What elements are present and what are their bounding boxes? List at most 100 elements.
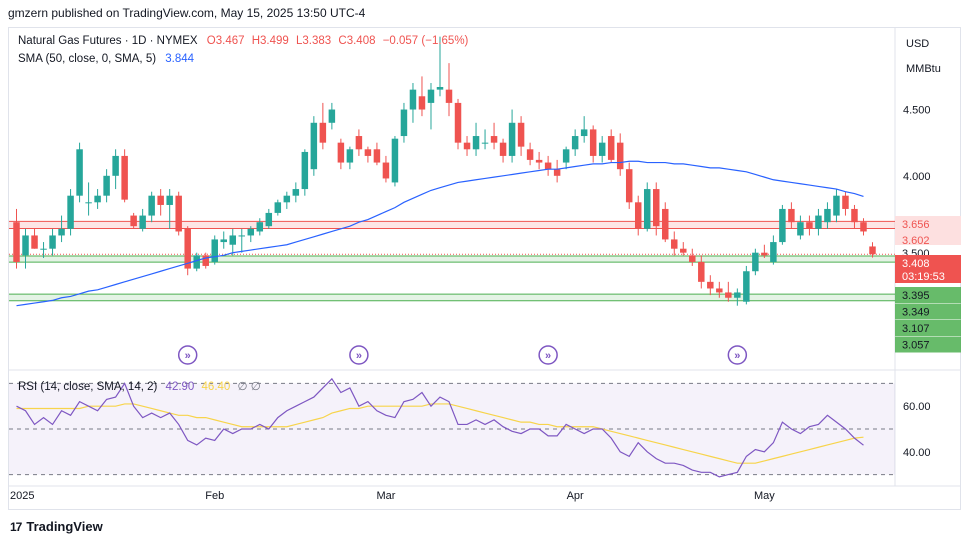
candle-body xyxy=(671,239,678,249)
bar-countdown-label: 03:19:53 xyxy=(902,271,945,283)
price-tick-label: 4.000 xyxy=(903,171,931,183)
resistance-price-tag xyxy=(895,232,961,248)
sma-label[interactable]: SMA (50, close, 0, SMA, 5) xyxy=(18,53,157,65)
support-price-tag-label: 3.349 xyxy=(902,307,930,319)
resistance-price-tag xyxy=(895,216,961,232)
candle-body xyxy=(220,239,227,243)
resistance-price-tag-label: 3.602 xyxy=(902,235,930,247)
candle-body xyxy=(490,136,498,143)
time-axis-label: May xyxy=(754,490,775,502)
support-zone xyxy=(9,294,895,301)
candle-body xyxy=(31,235,38,249)
candle-body xyxy=(319,122,327,143)
candle-body xyxy=(121,155,128,200)
candle-body xyxy=(436,86,444,90)
sma-legend: SMA (50, close, 0, SMA, 5) 3.844 xyxy=(18,53,194,65)
candle-body xyxy=(166,195,173,205)
support-zone xyxy=(9,255,895,263)
candle-body xyxy=(743,271,750,302)
candle-body xyxy=(761,252,768,256)
symbol-label[interactable]: Natural Gas Futures · 1D · NYMEX xyxy=(18,35,198,47)
candle-body xyxy=(328,109,336,123)
time-axis-label: 2025 xyxy=(10,490,34,502)
candle-body xyxy=(85,202,92,204)
candle-body xyxy=(139,215,146,229)
rsi-value: 42.90 xyxy=(165,381,195,393)
candle-body xyxy=(508,122,516,156)
support-price-tag xyxy=(895,336,961,353)
tradingview-logo[interactable]: 17 TradingView xyxy=(10,519,103,534)
candle-body xyxy=(851,208,858,223)
candle-body xyxy=(860,222,867,232)
candle-body xyxy=(725,292,732,298)
rsi-tick-label: 40.00 xyxy=(903,447,931,459)
candle-body xyxy=(337,142,345,163)
rsi-label[interactable]: RSI (14, close, SMA, 14, 2) xyxy=(18,381,158,393)
support-price-tag-label: 3.057 xyxy=(902,340,930,352)
candle-body xyxy=(526,149,534,160)
ohlc-close: C3.408 xyxy=(338,35,376,47)
ohlc-high: H3.499 xyxy=(251,35,289,47)
support-price-tag-label: 3.107 xyxy=(902,323,930,335)
candle-body xyxy=(616,142,624,170)
currency-label[interactable]: USD xyxy=(906,38,930,50)
sma-value: 3.844 xyxy=(165,53,195,65)
candle-body xyxy=(22,235,29,256)
candle-body xyxy=(445,89,453,103)
candle-body xyxy=(94,195,101,203)
candle-body xyxy=(13,222,20,262)
support-price-tag-label: 3.395 xyxy=(902,290,930,302)
candle-body xyxy=(391,138,399,183)
candle-body xyxy=(175,195,182,232)
candle-body xyxy=(698,261,705,282)
candle-body xyxy=(112,155,119,176)
candle-body xyxy=(454,102,462,143)
candle-body xyxy=(815,215,822,229)
tradingview-mark-icon: 17 xyxy=(10,519,22,534)
candle-body xyxy=(76,149,83,196)
candle-body xyxy=(382,162,390,179)
candle-body xyxy=(373,149,381,163)
candle-body xyxy=(643,189,651,229)
candle-body xyxy=(202,255,209,266)
resistance-price-tag-label: 3.656 xyxy=(902,219,930,231)
candle-body xyxy=(797,222,804,236)
candle-body xyxy=(842,195,849,209)
candle-body xyxy=(580,129,588,137)
rsi-legend: RSI (14, close, SMA, 14, 2) 42.90 46.40 … xyxy=(18,379,261,393)
publish-line: gmzern published on TradingView.com, May… xyxy=(8,6,366,20)
rsi-line xyxy=(16,377,864,478)
candle-body xyxy=(752,252,759,272)
candle-body xyxy=(256,222,264,232)
candle-body xyxy=(824,208,831,223)
candle-body xyxy=(292,189,300,196)
tradingview-brand: TradingView xyxy=(26,519,103,534)
candle-body xyxy=(716,288,723,293)
candle-body xyxy=(238,235,246,237)
event-marker-icon xyxy=(349,345,369,365)
event-marker-arrow-icon: » xyxy=(185,350,191,362)
event-marker-arrow-icon: » xyxy=(545,350,551,362)
candle-body xyxy=(283,195,291,203)
candle-body xyxy=(301,151,309,190)
candle-body xyxy=(598,142,606,156)
candle-body xyxy=(193,255,200,269)
unit-label[interactable]: MMBtu xyxy=(906,63,941,75)
candle-body xyxy=(517,122,525,147)
ohlc-open: O3.467 xyxy=(206,35,245,47)
event-marker-icon xyxy=(177,345,198,365)
candle-body xyxy=(103,175,110,196)
candle-body xyxy=(833,195,840,216)
candle-body xyxy=(788,208,795,223)
candle-body xyxy=(157,195,164,205)
candle-body xyxy=(418,96,426,110)
candle-body xyxy=(553,169,561,176)
candle-body xyxy=(770,242,777,262)
candle-body xyxy=(247,228,255,236)
candle-body xyxy=(67,195,74,229)
candle-body xyxy=(544,162,552,170)
candle-body xyxy=(653,189,660,227)
ohlc-low: L3.383 xyxy=(296,35,332,47)
candle-body xyxy=(571,136,579,150)
